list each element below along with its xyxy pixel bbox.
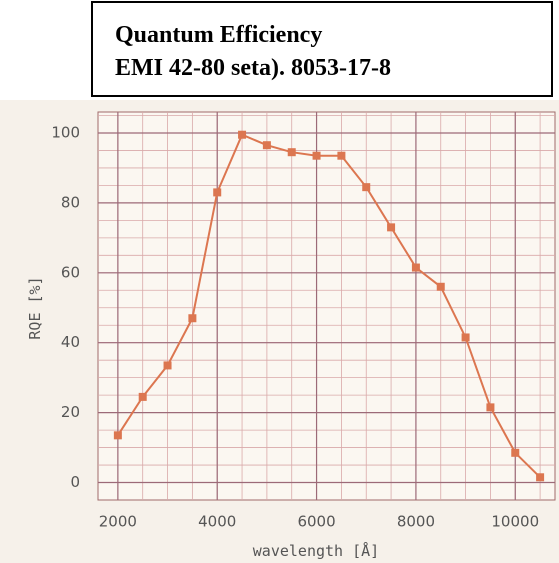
data-point — [213, 188, 222, 197]
data-point — [113, 431, 122, 440]
x-tick-label: 2000 — [99, 513, 137, 531]
y-axis-label: RQE [%] — [26, 276, 44, 339]
x-tick-label: 4000 — [198, 513, 236, 531]
y-tick-label: 80 — [61, 193, 80, 211]
data-point — [138, 392, 147, 401]
data-point — [312, 151, 321, 160]
x-tick-label: 6000 — [297, 513, 335, 531]
data-point — [262, 141, 271, 150]
data-point — [287, 148, 296, 157]
chart-subtitle: EMI 42-80 seta). 8053-17-8 — [115, 55, 391, 81]
data-point — [188, 314, 197, 323]
data-point — [337, 151, 346, 160]
x-tick-label: 10000 — [491, 513, 539, 531]
data-point — [238, 130, 247, 139]
data-point — [461, 333, 470, 342]
plot-area — [97, 111, 556, 501]
y-tick-label: 60 — [61, 263, 80, 281]
data-point — [387, 223, 396, 232]
title-box — [91, 1, 553, 97]
y-tick-label: 0 — [70, 473, 80, 491]
data-point — [486, 403, 495, 412]
y-tick-label: 40 — [61, 333, 80, 351]
data-point — [536, 473, 545, 482]
chart-title: Quantum Efficiency — [115, 22, 322, 48]
data-point — [411, 263, 420, 272]
x-tick-label: 8000 — [397, 513, 435, 531]
y-tick-label: 20 — [61, 403, 80, 421]
y-tick-label: 100 — [51, 123, 80, 141]
data-point — [511, 448, 520, 457]
data-point — [163, 361, 172, 370]
x-axis-label: wavelength [Å] — [253, 541, 379, 560]
data-point — [362, 183, 371, 192]
data-point — [436, 282, 445, 291]
data-line — [117, 133, 541, 478]
